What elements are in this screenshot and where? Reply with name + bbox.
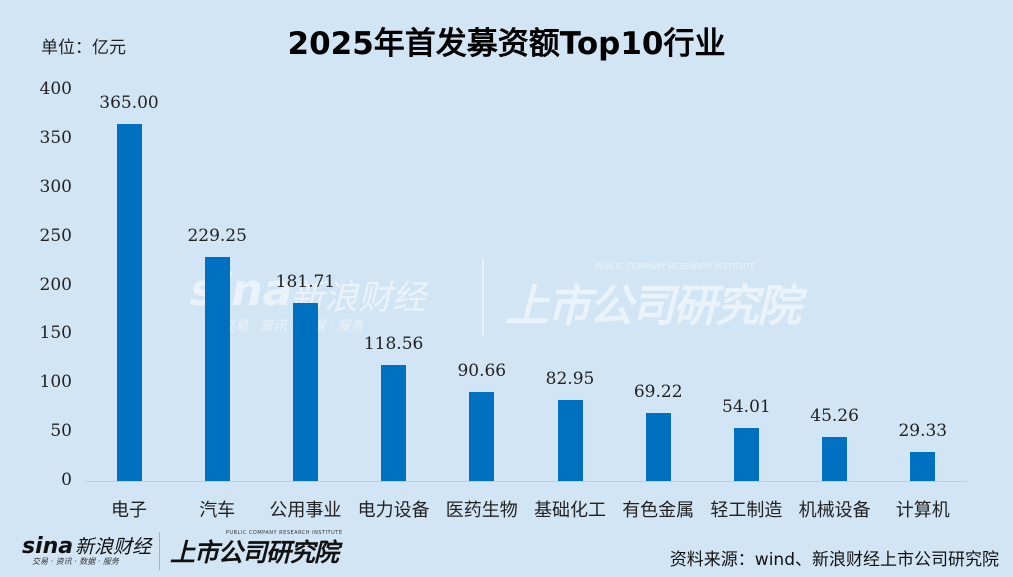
- x-category-label: 公用事业: [269, 500, 342, 521]
- sina-logo-cn: 新浪财经: [75, 536, 152, 558]
- bar: [469, 392, 495, 481]
- y-tick-label: 400: [39, 79, 72, 99]
- x-category-label: 汽车: [199, 500, 236, 521]
- bar-value-label: 29.33: [898, 421, 948, 442]
- watermark-sina-sub: 交易 · 资讯 · 数据 · 服务: [222, 319, 364, 334]
- sina-finance-logo: sina 新浪财经 交易 · 资讯 · 数据 · 服务: [22, 532, 152, 566]
- institute-logo-en: PUBLIC COMPANY RESEARCH INSTITUTE: [226, 530, 343, 536]
- bar-value-label: 54.01: [722, 397, 771, 418]
- y-tick-label: 250: [39, 225, 72, 246]
- y-tick-label: 150: [39, 323, 72, 344]
- data-source: 资料来源：wind、新浪财经上市公司研究院: [669, 550, 999, 570]
- bar-value-label: 181.71: [275, 272, 336, 293]
- chart-title: 2025年首发募资额Top10行业: [287, 26, 726, 62]
- x-category-label: 计算机: [895, 500, 950, 521]
- y-tick-label: 50: [50, 421, 72, 442]
- bar: [116, 124, 142, 481]
- x-category-label: 机械设备: [798, 500, 871, 521]
- logo-divider: [159, 532, 160, 570]
- watermark-inst-cn: 上市公司研究院: [505, 281, 801, 332]
- sina-logo-sub: 交易 · 资讯 · 数据 · 服务: [32, 557, 119, 566]
- y-tick-label: 100: [39, 372, 72, 393]
- x-axis-line: [85, 481, 967, 482]
- bar: [557, 399, 583, 481]
- sina-logo-text: sina: [22, 534, 74, 559]
- y-tick-label: 0: [61, 470, 72, 490]
- bar: [822, 436, 848, 481]
- bar-value-label: 82.95: [545, 368, 595, 389]
- bar-value-label: 69.22: [633, 382, 683, 403]
- x-category-label: 电子: [111, 500, 147, 521]
- bar: [292, 303, 318, 481]
- bar-value-label: 365.00: [99, 93, 159, 114]
- watermark-inst-en: PUBLIC COMPANY RESEARCH INSTITUTE: [595, 262, 756, 271]
- x-category-label: 轻工制造: [710, 500, 783, 521]
- bar-value-label: 90.66: [457, 361, 507, 382]
- x-category-label: 有色金属: [622, 500, 695, 521]
- bar: [645, 413, 671, 481]
- bar-value-label: 229.25: [187, 225, 247, 246]
- institute-logo-cn: 上市公司研究院: [170, 538, 339, 567]
- y-tick-label: 350: [39, 127, 72, 148]
- y-tick-label: 200: [39, 274, 72, 295]
- bar-value-label: 118.56: [363, 334, 424, 355]
- bar: [733, 428, 759, 481]
- x-category-label: 电力设备: [357, 500, 430, 521]
- research-institute-logo: 上市公司研究院 PUBLIC COMPANY RESEARCH INSTITUT…: [170, 530, 342, 569]
- bar: [910, 452, 936, 481]
- y-tick-label: 300: [39, 176, 72, 197]
- bar: [381, 365, 407, 481]
- bar: [204, 256, 230, 481]
- x-category-label: 医药生物: [445, 500, 518, 521]
- watermark-divider: [482, 258, 484, 336]
- x-category-label: 基础化工: [534, 500, 606, 521]
- unit-label: 单位：亿元: [41, 38, 126, 58]
- bar-value-label: 45.26: [810, 405, 859, 426]
